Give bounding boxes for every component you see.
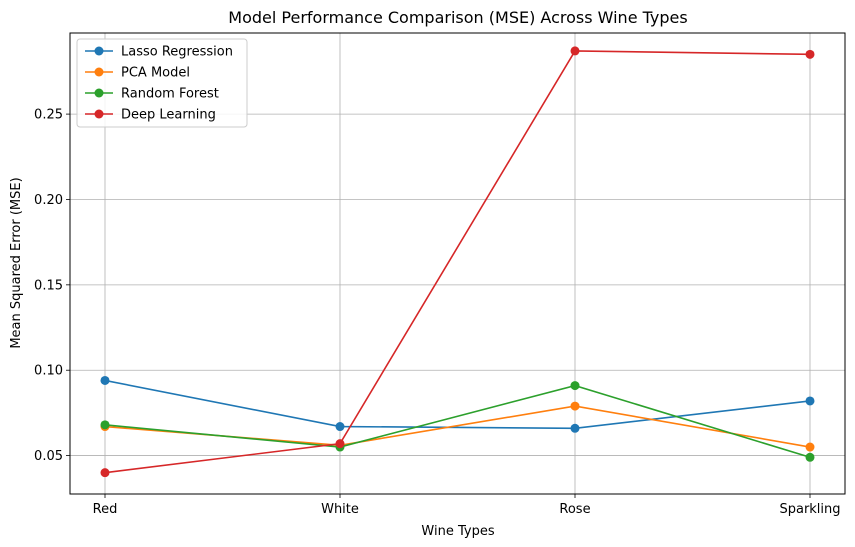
y-tick-label: 0.15	[34, 278, 63, 293]
data-point-deep-learning	[335, 439, 345, 449]
axis-ticks: Red White Rose Sparkling 0.05 0.10 0.15 0.20 0.2…	[34, 108, 840, 517]
legend-item-lasso-regression: Lasso Regression	[85, 45, 233, 60]
x-tick-label: Red	[93, 502, 118, 517]
x-tick-label: Rose	[559, 502, 590, 517]
series-random-forest	[100, 381, 815, 462]
y-tick-label: 0.20	[34, 193, 63, 208]
legend-marker-pca-model	[94, 67, 104, 77]
legend-item-random-forest: Random Forest	[85, 87, 219, 102]
data-point-lasso-regression	[805, 396, 815, 406]
legend-frame	[76, 38, 248, 128]
grid-lines	[70, 33, 845, 494]
chart-title: Model Performance Comparison (MSE) Acros…	[228, 8, 687, 27]
series-deep-learning	[100, 46, 815, 478]
series-line-random-forest	[104, 384, 811, 459]
x-axis-label: Wine Types	[421, 524, 494, 539]
legend-item-pca-model: PCA Model	[85, 66, 190, 81]
data-point-random-forest	[805, 452, 815, 462]
legend-marker-random-forest	[94, 88, 104, 98]
data-point-pca-model	[805, 442, 815, 452]
x-tick-label: Sparkling	[779, 502, 840, 517]
legend-item-deep-learning: Deep Learning	[85, 108, 216, 123]
data-point-deep-learning	[570, 46, 580, 56]
data-point-lasso-regression	[570, 423, 580, 433]
y-tick-label: 0.25	[34, 108, 63, 123]
series-line-pca-model	[104, 405, 811, 448]
legend-label-deep-learning: Deep Learning	[121, 108, 216, 123]
x-tick-label: White	[321, 502, 359, 517]
y-tick-label: 0.10	[34, 364, 63, 379]
legend: Lasso Regression PCA Model Random Forest De…	[76, 38, 248, 128]
legend-label-lasso-regression: Lasso Regression	[121, 45, 233, 60]
y-axis-label: Mean Squared Error (MSE)	[9, 177, 24, 348]
data-point-pca-model	[570, 401, 580, 411]
plot-frame	[69, 32, 846, 495]
data-point-lasso-regression	[335, 422, 345, 432]
series-line-deep-learning	[104, 50, 811, 474]
data-point-deep-learning	[100, 468, 110, 478]
legend-marker-deep-learning	[94, 109, 104, 119]
data-point-random-forest	[570, 381, 580, 391]
y-tick-label: 0.05	[34, 449, 63, 464]
data-point-deep-learning	[805, 49, 815, 59]
data-point-random-forest	[100, 420, 110, 430]
series-line-lasso-regression	[104, 379, 811, 430]
legend-marker-lasso-regression	[94, 46, 104, 56]
series-layer	[100, 46, 815, 478]
legend-label-pca-model: PCA Model	[121, 66, 190, 81]
legend-label-random-forest: Random Forest	[121, 87, 219, 102]
series-lasso-regression	[100, 375, 815, 433]
data-point-lasso-regression	[100, 375, 110, 385]
